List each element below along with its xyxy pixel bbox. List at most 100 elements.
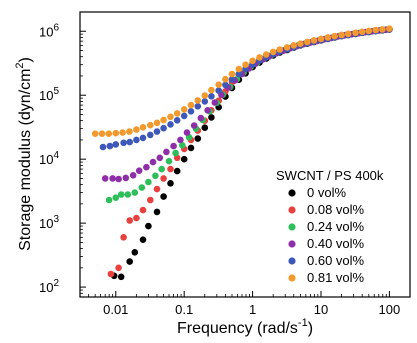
data-point — [160, 193, 167, 200]
x-tick-label: 100 — [379, 302, 401, 317]
data-point — [194, 97, 202, 104]
data-point — [365, 27, 373, 35]
y-axis-title: Storage modulus (dyn/cm2) — [14, 57, 34, 251]
x-axis-title-end: ) — [308, 320, 313, 337]
data-point — [180, 106, 188, 113]
x-tick-label: 10 — [314, 302, 328, 317]
data-point — [269, 48, 277, 56]
data-point — [290, 42, 298, 49]
data-point — [115, 264, 122, 272]
data-point — [117, 273, 125, 281]
x-tick-label: 1 — [249, 302, 256, 317]
data-point — [163, 148, 170, 156]
data-point — [120, 234, 127, 241]
data-point — [256, 54, 263, 61]
data-point — [101, 175, 109, 182]
legend-label: 0.24 vol% — [307, 219, 365, 234]
legend-marker — [288, 240, 296, 248]
data-point — [167, 165, 174, 173]
data-point — [317, 35, 325, 43]
y-tick-exponent: 4 — [53, 150, 59, 161]
data-point — [160, 124, 167, 132]
legend-label: 0.81 vol% — [307, 270, 365, 285]
y-tick-base: 10 — [39, 24, 53, 39]
data-point — [208, 93, 215, 100]
data-point — [331, 32, 338, 40]
data-point — [344, 30, 352, 38]
data-point — [379, 26, 386, 33]
data-point — [133, 136, 140, 144]
data-point — [133, 126, 140, 133]
data-point — [91, 130, 99, 137]
data-point — [131, 189, 139, 196]
legend: SWCNT / PS 400k 0 vol% 0.08 vol% 0.24 vol%… — [276, 168, 384, 285]
data-point — [117, 191, 125, 198]
legend-marker — [288, 223, 296, 231]
data-point — [358, 28, 366, 36]
legend-label: 0.40 vol% — [307, 236, 365, 251]
data-point — [173, 167, 181, 175]
data-point — [126, 258, 133, 265]
data-point — [190, 122, 198, 129]
data-point — [98, 130, 106, 137]
data-point — [338, 31, 345, 39]
data-point — [149, 158, 157, 166]
data-point — [386, 25, 393, 32]
y-tick-base: 10 — [39, 152, 53, 167]
legend-label: 0.60 vol% — [307, 253, 365, 268]
data-point — [139, 236, 147, 243]
data-point — [112, 129, 120, 137]
data-point — [262, 51, 270, 58]
data-point — [172, 149, 179, 157]
data-point — [183, 129, 191, 136]
data-point — [197, 114, 205, 122]
data-point — [133, 214, 140, 222]
data-point — [187, 108, 195, 115]
data-point — [131, 249, 139, 256]
data-point — [167, 121, 174, 128]
data-point — [352, 29, 359, 37]
data-point — [115, 175, 122, 183]
legend-marker — [288, 274, 296, 282]
data-point — [297, 40, 304, 47]
data-point — [105, 130, 113, 137]
data-point — [126, 128, 133, 135]
y-tick-label: 105 — [39, 86, 59, 103]
data-point — [139, 206, 147, 214]
data-point — [152, 172, 159, 180]
data-points — [91, 25, 393, 281]
data-point — [105, 196, 113, 204]
x-axis-title-superscript: -1 — [298, 317, 308, 329]
data-point — [170, 142, 177, 150]
data-point — [228, 76, 236, 83]
data-point — [119, 129, 126, 136]
data-point — [167, 180, 174, 187]
legend-title: SWCNT / PS 400k — [276, 168, 384, 183]
legend-label: 0.08 vol% — [307, 202, 365, 217]
data-point — [283, 44, 291, 51]
data-point — [106, 142, 114, 150]
y-tick-label: 102 — [39, 278, 59, 295]
data-point — [194, 103, 202, 110]
data-point — [153, 208, 161, 216]
legend-marker — [288, 189, 296, 197]
data-point — [222, 75, 229, 83]
data-point — [167, 113, 174, 121]
data-point — [235, 70, 243, 78]
x-tick-label: 0.1 — [175, 302, 193, 317]
y-axis-title-superscript: 2 — [14, 62, 26, 68]
data-point — [160, 116, 167, 124]
y-tick-label: 106 — [39, 22, 59, 39]
plot-frame — [79, 11, 411, 298]
data-point — [204, 107, 211, 114]
legend-marker — [288, 206, 296, 214]
data-point — [112, 194, 120, 201]
data-point — [156, 154, 164, 162]
y-tick-label: 104 — [39, 150, 59, 167]
data-point — [194, 135, 202, 142]
data-point — [153, 119, 161, 127]
data-point — [160, 175, 167, 182]
y-tick-exponent: 2 — [53, 278, 59, 289]
